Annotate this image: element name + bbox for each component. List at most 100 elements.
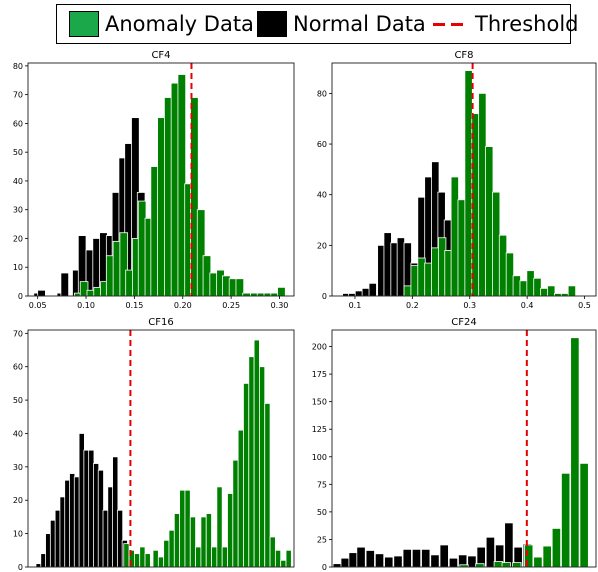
histogram-bar-anomaly xyxy=(269,536,276,568)
histogram-bar-normal xyxy=(332,563,342,568)
histogram-bar-normal xyxy=(374,553,385,568)
histogram-bar-normal xyxy=(396,237,406,297)
histogram-bar-anomaly xyxy=(157,556,165,568)
histogram-bar-anomaly xyxy=(216,486,223,568)
histogram-bar-anomaly xyxy=(512,275,521,297)
y-tick-label: 30 xyxy=(13,463,23,472)
histogram-bar-normal xyxy=(340,557,350,568)
histogram-bar-anomaly xyxy=(259,366,266,568)
y-tick-label: 40 xyxy=(13,177,23,186)
histogram-bar-normal xyxy=(356,546,366,568)
y-tick-label: 0 xyxy=(18,292,23,301)
x-tick-label: 0.1 xyxy=(349,301,362,310)
histogram-bar-anomaly xyxy=(457,199,466,297)
x-tick-label: 0.2 xyxy=(406,301,419,310)
chart-title: CF4 xyxy=(151,50,170,61)
histogram-bar-anomaly xyxy=(542,545,552,568)
y-tick-label: 0 xyxy=(18,563,23,572)
y-tick-label: 25 xyxy=(317,535,327,544)
y-tick-label: 20 xyxy=(13,234,23,243)
histogram-bar-anomaly xyxy=(526,270,535,297)
histogram-bar-normal xyxy=(361,287,370,297)
histogram-bar-normal xyxy=(504,522,514,568)
histogram-bar-anomaly xyxy=(567,285,577,297)
histogram-bar-anomaly xyxy=(243,383,250,568)
histogram-bar-anomaly xyxy=(152,549,159,568)
histogram-bar-anomaly xyxy=(274,549,282,568)
y-tick-label: 20 xyxy=(13,496,23,505)
histogram-bar-anomaly xyxy=(277,286,286,297)
histogram-bar-normal xyxy=(37,289,46,297)
plot-frame xyxy=(331,329,597,568)
y-tick-label: 10 xyxy=(13,530,23,539)
histogram-bar-anomaly xyxy=(232,459,239,568)
plot-frame xyxy=(27,329,295,568)
histogram-bar-anomaly xyxy=(163,539,170,568)
histogram-bar-anomaly xyxy=(168,529,175,568)
histogram-bar-anomaly xyxy=(417,257,426,297)
x-tick-label: 0.05 xyxy=(29,301,47,310)
histogram-bar-anomaly xyxy=(431,247,440,297)
legend-box: Anomaly Data Normal Data Threshold xyxy=(56,4,579,44)
histogram-bar-anomaly xyxy=(505,252,515,297)
x-tick-label: 0.5 xyxy=(578,301,591,310)
legend-label-threshold: Threshold xyxy=(475,12,579,36)
histogram-bar-anomaly xyxy=(512,562,522,568)
y-tick-label: 70 xyxy=(13,91,23,100)
y-tick-label: 80 xyxy=(317,89,327,98)
histogram-bar-normal xyxy=(448,557,459,568)
y-tick-label: 40 xyxy=(317,191,327,200)
histogram-bar-anomaly xyxy=(540,287,549,297)
legend-label-anomaly: Anomaly Data xyxy=(105,12,254,36)
histogram-bar-anomaly xyxy=(133,553,141,568)
histogram-bar-normal xyxy=(60,272,70,297)
histogram-bar-anomaly xyxy=(561,472,571,568)
y-tick-label: 75 xyxy=(317,480,327,489)
histogram-bar-normal xyxy=(485,536,496,568)
histogram-bar-anomaly xyxy=(195,546,202,568)
histogram-bar-anomaly xyxy=(144,553,151,568)
histogram-bar-normal xyxy=(354,290,364,297)
x-tick-label: 0.3 xyxy=(463,301,476,310)
y-tick-label: 50 xyxy=(317,508,327,517)
histogram-bar-anomaly xyxy=(533,556,543,568)
histogram-bar-normal xyxy=(402,548,412,568)
x-tick-label: 0.4 xyxy=(521,301,534,310)
y-tick-label: 150 xyxy=(312,398,327,407)
histogram-bar-anomaly xyxy=(211,546,218,568)
histogram-bar-normal xyxy=(365,550,375,568)
legend-swatch-threshold xyxy=(433,22,469,26)
y-tick-label: 50 xyxy=(13,148,23,157)
x-tick-label: 0.20 xyxy=(174,301,192,310)
plot-frame xyxy=(27,62,295,297)
legend-item-anomaly: Anomaly Data xyxy=(69,5,254,43)
histogram-bar-anomaly xyxy=(403,285,412,297)
histogram-bar-anomaly xyxy=(533,277,542,297)
y-tick-label: 60 xyxy=(317,140,327,149)
histogram-bar-anomaly xyxy=(280,559,287,568)
x-tick-label: 0.25 xyxy=(222,301,240,310)
legend-swatch-anomaly xyxy=(69,11,99,37)
histogram-bar-normal xyxy=(383,232,392,297)
histogram-bar-anomaly xyxy=(450,176,459,297)
histogram-bar-anomaly xyxy=(242,292,251,297)
histogram-bar-anomaly xyxy=(139,546,146,568)
histogram-bar-anomaly xyxy=(492,191,501,297)
y-tick-label: 70 xyxy=(13,329,23,338)
x-tick-label: 0.15 xyxy=(125,301,143,310)
chart-title: CF16 xyxy=(148,317,173,328)
plot-frame xyxy=(331,62,597,297)
histogram-bar-normal xyxy=(411,548,422,568)
histogram-bar-normal xyxy=(384,556,394,568)
histogram-bar-anomaly xyxy=(179,489,186,568)
histogram-bar-normal xyxy=(430,554,440,568)
legend-swatch-normal xyxy=(257,11,287,37)
y-tick-label: 80 xyxy=(13,62,23,71)
histogram-bar-normal xyxy=(393,555,403,568)
x-tick-label: 0.30 xyxy=(271,301,289,310)
histogram-bar-anomaly xyxy=(551,528,562,568)
y-tick-label: 200 xyxy=(312,343,327,352)
histogram-bar-anomaly xyxy=(237,429,244,568)
histogram-bar-anomaly xyxy=(475,563,485,568)
